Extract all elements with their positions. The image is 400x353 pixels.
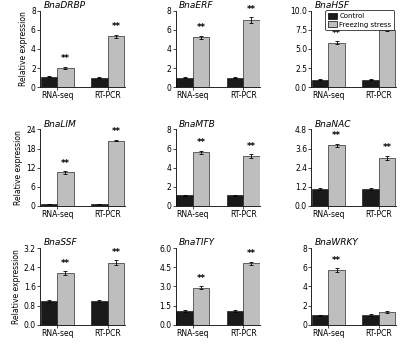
Text: BnaWRKY: BnaWRKY: [315, 238, 358, 247]
Text: **: **: [383, 16, 392, 25]
Bar: [193, 288, 210, 325]
Bar: [193, 37, 210, 87]
Bar: [362, 79, 379, 87]
Text: **: **: [111, 248, 120, 257]
Text: **: **: [111, 22, 120, 31]
Bar: [176, 78, 193, 87]
Bar: [379, 30, 396, 87]
Text: **: **: [247, 250, 256, 258]
Text: BnaSSF: BnaSSF: [43, 238, 77, 247]
Bar: [328, 43, 345, 87]
Y-axis label: Relative expression: Relative expression: [14, 130, 24, 205]
Bar: [243, 156, 260, 206]
Bar: [40, 204, 57, 206]
Bar: [108, 140, 124, 206]
Bar: [379, 312, 396, 325]
Bar: [108, 263, 124, 325]
Bar: [91, 78, 108, 87]
Bar: [57, 173, 74, 206]
Text: **: **: [197, 138, 206, 147]
Bar: [362, 315, 379, 325]
Text: BnaERF: BnaERF: [179, 1, 214, 10]
Bar: [243, 263, 260, 325]
Bar: [57, 273, 74, 325]
Text: BnaNAC: BnaNAC: [315, 120, 351, 128]
Bar: [226, 196, 243, 206]
Text: **: **: [61, 259, 70, 268]
Text: **: **: [111, 127, 120, 136]
Text: BnaLIM: BnaLIM: [43, 120, 76, 128]
Text: **: **: [383, 143, 392, 152]
Text: BnaHSF: BnaHSF: [315, 1, 350, 10]
Y-axis label: Relative expression: Relative expression: [12, 249, 21, 324]
Bar: [176, 311, 193, 325]
Text: **: **: [247, 142, 256, 151]
Bar: [312, 189, 328, 206]
Text: BnaMTB: BnaMTB: [179, 120, 216, 128]
Bar: [312, 315, 328, 325]
Text: **: **: [332, 256, 341, 265]
Bar: [312, 79, 328, 87]
Bar: [379, 158, 396, 206]
Text: **: **: [332, 131, 341, 140]
Y-axis label: Relative expression: Relative expression: [19, 11, 28, 86]
Text: **: **: [61, 54, 70, 64]
Text: **: **: [332, 29, 341, 38]
Bar: [226, 311, 243, 325]
Bar: [328, 145, 345, 206]
Bar: [91, 301, 108, 325]
Bar: [362, 189, 379, 206]
Text: BnaTIFY: BnaTIFY: [179, 238, 215, 247]
Bar: [243, 20, 260, 87]
Bar: [91, 204, 108, 206]
Text: BnaDRBP: BnaDRBP: [43, 1, 85, 10]
Bar: [40, 301, 57, 325]
Legend: Control, Freezing stress: Control, Freezing stress: [326, 10, 394, 30]
Bar: [226, 78, 243, 87]
Bar: [176, 196, 193, 206]
Text: **: **: [247, 5, 256, 14]
Bar: [193, 152, 210, 206]
Bar: [40, 77, 57, 87]
Bar: [57, 68, 74, 87]
Bar: [328, 270, 345, 325]
Text: **: **: [61, 159, 70, 168]
Text: **: **: [197, 23, 206, 32]
Text: **: **: [197, 274, 206, 283]
Bar: [108, 36, 124, 87]
